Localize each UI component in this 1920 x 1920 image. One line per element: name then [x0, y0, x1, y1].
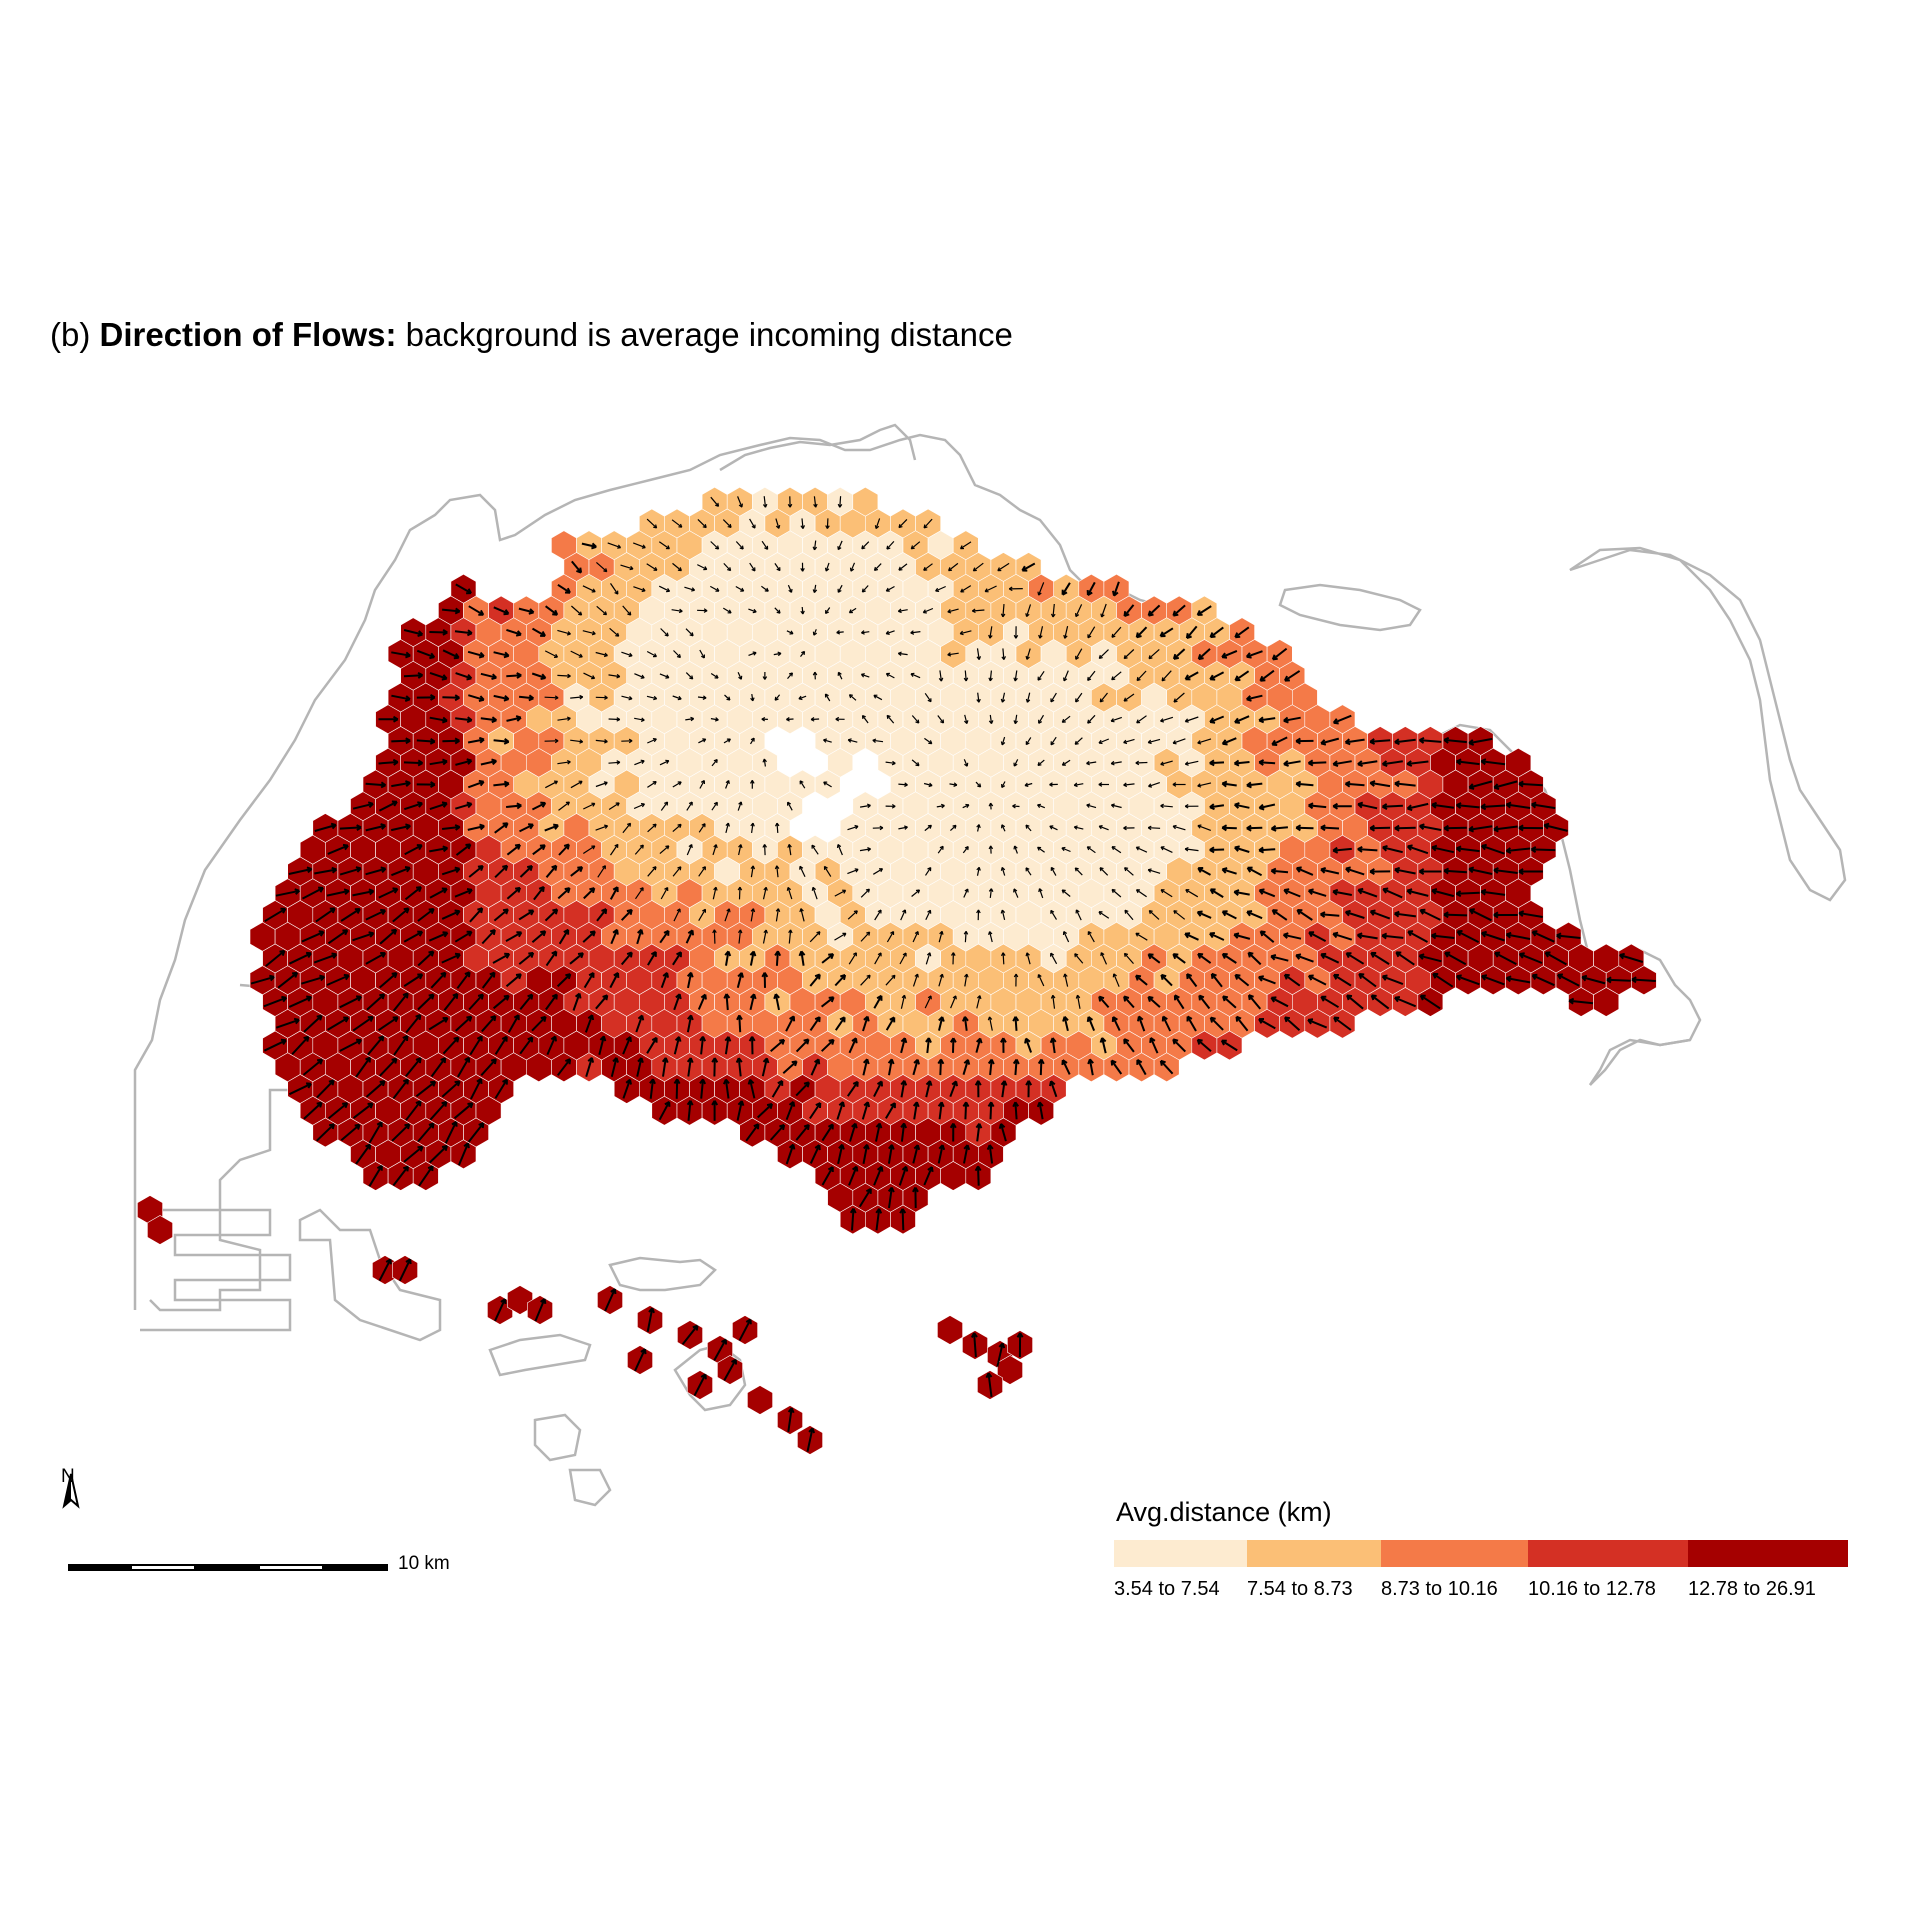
- changi-coast: [1589, 1038, 1691, 1086]
- scale-bar: [68, 1564, 388, 1571]
- legend-swatch-4: [1528, 1540, 1688, 1567]
- title-rest: background is average incoming distance: [396, 316, 1013, 353]
- northern-shore: [719, 423, 917, 472]
- flow-arrow: [749, 518, 756, 529]
- hex-cell: [937, 1315, 963, 1345]
- flow-arrow: [898, 518, 908, 529]
- flow-arrow: [800, 518, 806, 529]
- hex-cell: [147, 1215, 173, 1245]
- flow-arrow: [646, 518, 658, 529]
- legend-label-5: 12.78 to 26.91: [1688, 1578, 1816, 1600]
- flow-arrow: [762, 496, 768, 508]
- southern-island-c: [533, 1413, 582, 1462]
- flow-arrow: [737, 496, 743, 508]
- flow-arrow: [837, 496, 843, 508]
- scale-bar-label: 10 km: [398, 1553, 450, 1574]
- legend-swatch-3: [1381, 1540, 1528, 1567]
- flow-arrow-layer: [250, 496, 1656, 1452]
- legend-label-1: 3.54 to 7.54: [1114, 1578, 1220, 1600]
- tekong-island: [1569, 546, 1847, 902]
- legend-label-4: 10.16 to 12.78: [1528, 1578, 1656, 1600]
- southern-island-b: [673, 1343, 747, 1412]
- legend-label-3: 8.73 to 10.16: [1381, 1578, 1498, 1600]
- flow-arrow: [697, 518, 707, 529]
- flow-arrow: [775, 518, 781, 529]
- north-label: N: [61, 1466, 75, 1487]
- map-title: (b) Direction of Flows: background is av…: [50, 316, 1013, 354]
- legend-title: Avg.distance (km): [1116, 1497, 1332, 1527]
- hexbin-layer: [137, 486, 1657, 1455]
- hex-cell: [1593, 987, 1620, 1017]
- southern-island-a: [488, 1333, 592, 1377]
- ubin-island: [1278, 583, 1422, 632]
- legend-labels: 3.54 to 7.54 7.54 to 8.73 8.73 to 10.16 …: [1114, 1578, 1848, 1601]
- title-prefix: (b): [50, 316, 100, 353]
- flow-arrow: [722, 519, 732, 528]
- legend-label-2: 7.54 to 8.73: [1247, 1578, 1353, 1600]
- jurong-island-lower: [298, 1208, 442, 1342]
- flow-arrow: [710, 496, 720, 507]
- legend-swatch-2: [1247, 1540, 1381, 1567]
- hex-cell: [747, 1385, 773, 1415]
- flow-arrow: [671, 519, 683, 528]
- title-bold: Direction of Flows:: [99, 316, 397, 353]
- legend-swatches: [1114, 1540, 1848, 1567]
- jurong-reclamation: [140, 1208, 292, 1332]
- southern-island-d: [568, 1468, 612, 1507]
- flow-arrow: [825, 518, 830, 529]
- flow-arrow: [787, 496, 793, 508]
- flow-arrow: [813, 496, 818, 508]
- sentosa-area-islands: [608, 1256, 717, 1292]
- flow-arrow: [874, 518, 881, 530]
- legend-swatch-1: [1114, 1540, 1247, 1567]
- legend-swatch-5: [1688, 1540, 1848, 1567]
